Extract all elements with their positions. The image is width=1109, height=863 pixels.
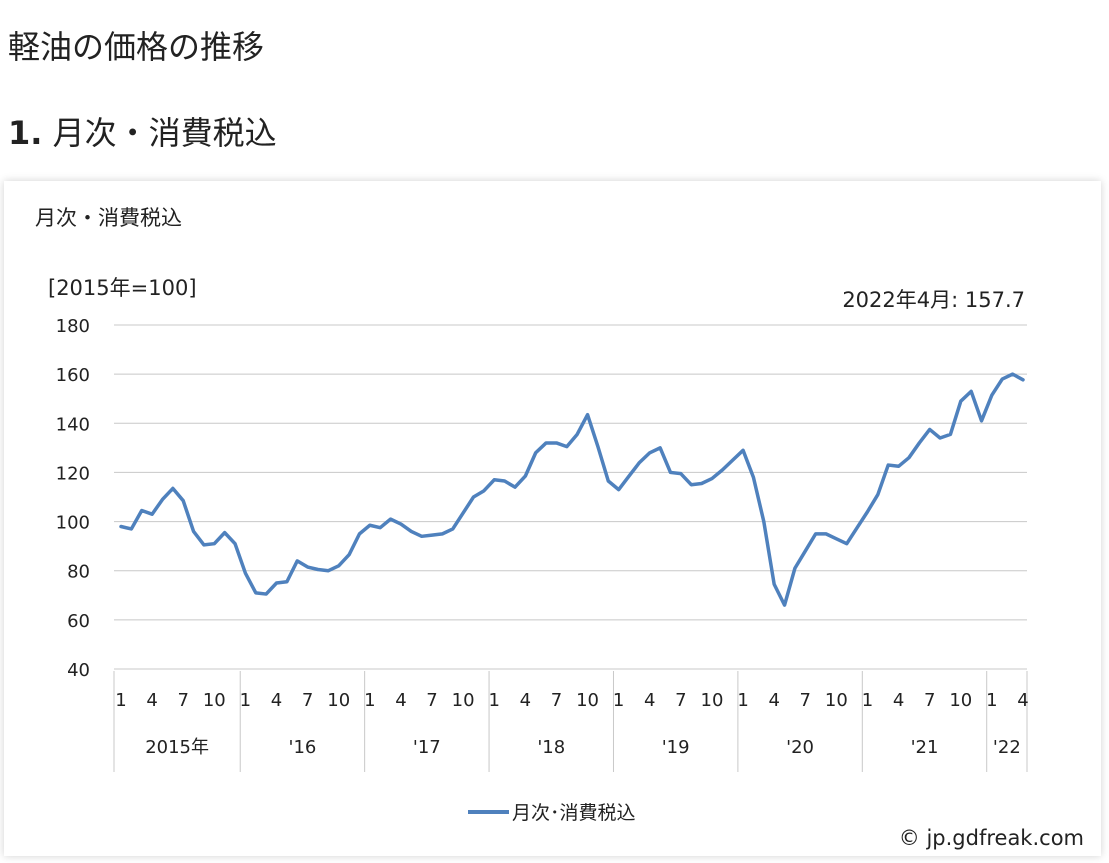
x-year-label: '17 bbox=[413, 737, 441, 758]
x-year-label: 2015年 bbox=[145, 737, 209, 758]
x-year-label: '16 bbox=[289, 737, 317, 758]
x-tick-label: 7 bbox=[426, 690, 437, 711]
y-tick-label: 160 bbox=[56, 365, 90, 386]
x-year-label: '20 bbox=[786, 737, 814, 758]
x-tick-label: 1 bbox=[364, 690, 375, 711]
legend: 月次･消費税込 bbox=[468, 802, 636, 824]
chart-card: 月次・消費税込 [2015年=100] 2022年4月: 157.7 40 60 8… bbox=[4, 181, 1101, 856]
chart-title: 月次・消費税込 bbox=[35, 206, 182, 230]
x-year-label: '18 bbox=[537, 737, 565, 758]
x-year-label: '22 bbox=[993, 737, 1021, 758]
x-tick-label: 1 bbox=[986, 690, 997, 711]
x-tick-label: 1 bbox=[862, 690, 873, 711]
x-tick-label: 10 bbox=[825, 690, 848, 711]
x-tick-label: 7 bbox=[800, 690, 811, 711]
x-tick-label: 1 bbox=[115, 690, 126, 711]
x-tick-label: 10 bbox=[701, 690, 724, 711]
y-tick-label: 120 bbox=[56, 463, 90, 484]
x-tick-label: 7 bbox=[177, 690, 188, 711]
x-tick-label: 10 bbox=[949, 690, 972, 711]
y-tick-label: 140 bbox=[56, 414, 90, 435]
grid-lines bbox=[114, 324, 1027, 670]
series-group bbox=[119, 372, 1025, 607]
y-tick-label: 100 bbox=[56, 513, 90, 534]
x-tick-label: 4 bbox=[520, 690, 531, 711]
x-tick-label: 10 bbox=[452, 690, 475, 711]
x-tick-label: 4 bbox=[271, 690, 282, 711]
x-tick-label: 4 bbox=[1017, 690, 1028, 711]
x-tick-label: 7 bbox=[551, 690, 562, 711]
x-tick-label: 4 bbox=[644, 690, 655, 711]
y-tick-label: 60 bbox=[67, 611, 90, 632]
x-tick-label: 4 bbox=[893, 690, 904, 711]
y-tick-label: 40 bbox=[67, 660, 90, 681]
copyright-text: © jp.gdfreak.com bbox=[899, 826, 1084, 850]
x-year-label: '19 bbox=[662, 737, 690, 758]
x-tick-label: 1 bbox=[737, 690, 748, 711]
x-tick-label: 1 bbox=[240, 690, 251, 711]
page-title: 軽油の価格の推移 bbox=[8, 28, 265, 66]
y-axis: 40 60 80 100 120 140 160 180 bbox=[56, 316, 90, 681]
x-tick-label: 1 bbox=[489, 690, 500, 711]
section-title: 1. 月次・消費税込 bbox=[8, 108, 277, 154]
x-tick-label: 7 bbox=[675, 690, 686, 711]
section-title-text: 月次・消費税込 bbox=[52, 114, 277, 152]
x-tick-label: 1 bbox=[613, 690, 624, 711]
x-year-label: '21 bbox=[911, 737, 939, 758]
series-line bbox=[119, 372, 1025, 607]
x-tick-label: 7 bbox=[302, 690, 313, 711]
x-tick-label: 7 bbox=[924, 690, 935, 711]
line-chart: 月次・消費税込 [2015年=100] 2022年4月: 157.7 40 60 8… bbox=[35, 206, 1084, 850]
section-number: 1. bbox=[8, 114, 43, 152]
y-tick-label: 180 bbox=[56, 316, 90, 337]
x-tick-label: 4 bbox=[395, 690, 406, 711]
latest-value-annotation: 2022年4月: 157.7 bbox=[842, 288, 1025, 312]
y-unit-label: [2015年=100] bbox=[48, 276, 197, 300]
x-tick-label: 10 bbox=[576, 690, 599, 711]
legend-label: 月次･消費税込 bbox=[512, 802, 636, 824]
x-tick-label: 4 bbox=[768, 690, 779, 711]
x-tick-label: 4 bbox=[146, 690, 157, 711]
x-tick-label: 10 bbox=[203, 690, 226, 711]
y-tick-label: 80 bbox=[67, 562, 90, 583]
x-tick-label: 10 bbox=[327, 690, 350, 711]
